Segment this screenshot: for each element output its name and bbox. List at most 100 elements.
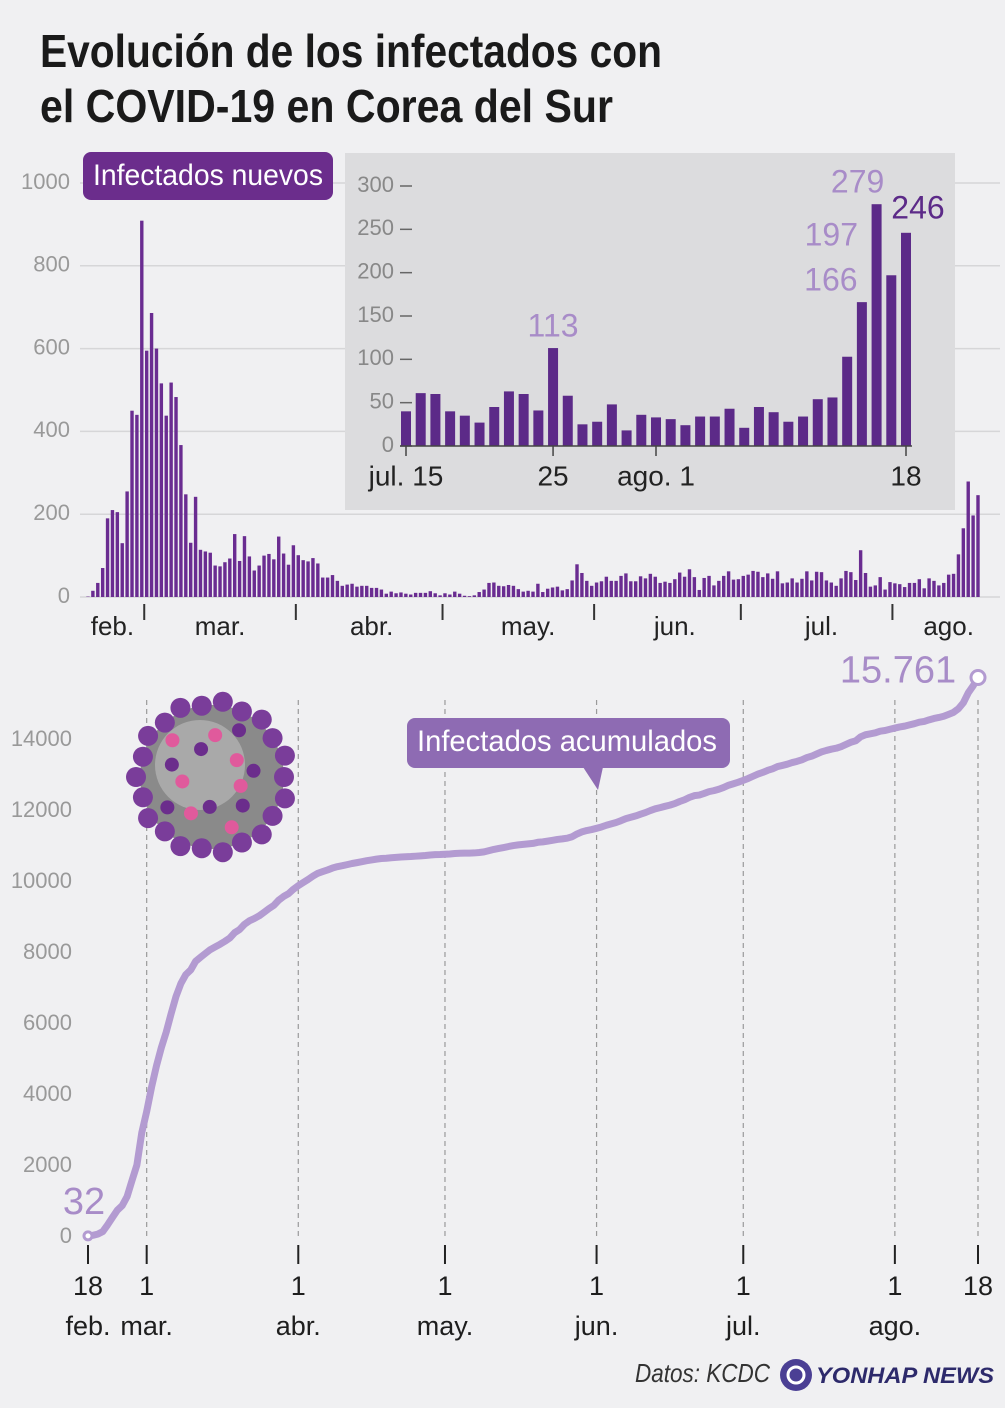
bar [756,571,760,597]
virus-spike [132,787,153,808]
bar [277,536,281,597]
bar [316,563,320,597]
line [84,673,982,1240]
bar [695,416,706,446]
bar [854,580,858,597]
x-tick-label: 1 abr. [275,1271,321,1341]
bar [643,578,648,597]
x-tick-label: 18 [890,460,921,491]
bar [409,594,413,597]
y-tick-label: 14000 [11,726,72,751]
bar [516,589,521,597]
bar [389,591,393,597]
bar [518,394,529,446]
y-tick-label: 8000 [23,939,72,964]
bar [599,581,604,597]
virus-spike [251,709,272,730]
bar [687,569,692,597]
bar [768,412,779,446]
logo-mark-inner [786,1365,806,1385]
bar [350,583,354,597]
bar [761,577,765,597]
bar [531,591,535,597]
bar [105,518,110,597]
chart-title: Infectados nuevos [93,159,323,192]
bar [907,582,912,597]
y-tick-label: 12000 [11,797,72,822]
bar [731,579,736,597]
bar [770,578,775,597]
bar [829,582,833,597]
bar [96,582,100,597]
y-tick-label: 2000 [23,1152,72,1177]
bar [533,410,544,446]
y-tick-label: 800 [33,252,70,277]
x-tick-label: 18 [962,1271,994,1301]
bar [912,582,917,597]
virus-spike [165,733,180,748]
y-tick-label: 100 [357,345,394,370]
y-tick-label: 150 [357,302,394,327]
x-tick-label: 1 ago. [868,1271,922,1341]
bar [805,571,809,597]
bar [868,586,873,597]
bar [673,579,677,597]
virus-spike [231,832,252,853]
virus-spike [154,821,175,842]
bar [115,512,120,597]
bar [798,416,809,446]
inset-panel [345,153,955,510]
bar [550,587,555,597]
bar [858,550,863,597]
bar [775,571,780,597]
bar [873,585,878,597]
bar [886,275,897,446]
virus-spike [274,767,294,787]
bar [301,560,305,597]
bar [423,592,428,597]
virus-spike [194,742,209,757]
bar [849,572,853,597]
bar [428,591,433,597]
bar [169,382,173,597]
virus-spike [231,701,252,722]
bar [262,555,266,597]
bar [140,220,144,597]
bar [753,407,764,446]
bar [824,580,829,597]
bar [448,594,452,597]
bar [707,575,711,597]
bar [812,399,823,446]
bar [680,425,691,446]
bar [110,510,115,597]
virus-spike [274,745,295,766]
bar [462,595,467,597]
bar [746,574,750,597]
bar [580,572,584,597]
bar [658,582,662,597]
x-tick-label: 18 feb. [65,1271,111,1341]
logo-mark [780,1359,812,1391]
bar [445,411,456,446]
bar [562,395,573,446]
bar [800,578,804,597]
bar [487,582,491,597]
label-pill [407,718,730,768]
bar [135,414,139,597]
bar [614,580,618,597]
title-line: el COVID-19 en Corea del Sur [40,80,613,132]
virus-spike [126,767,146,787]
bar [827,397,838,446]
bar [91,590,95,597]
virus-spike [262,805,283,826]
x-tick-label: may. [501,611,555,641]
bar [237,560,242,597]
bar [503,391,514,446]
bar [179,445,183,597]
x-tick-label: 1 may. [416,1271,474,1341]
bar [492,582,496,597]
bar [810,580,814,597]
y-tick-label: 200 [357,258,394,283]
data-label: 197 [805,217,858,253]
